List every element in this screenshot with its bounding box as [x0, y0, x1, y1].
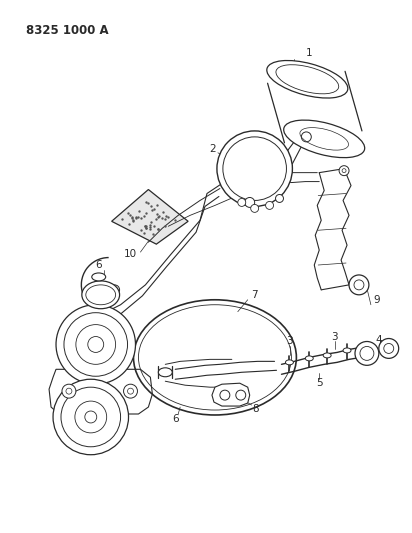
Ellipse shape [284, 120, 365, 158]
Circle shape [85, 411, 97, 423]
Text: 5: 5 [316, 378, 323, 388]
Circle shape [220, 390, 230, 400]
Circle shape [301, 132, 311, 142]
Ellipse shape [286, 360, 293, 365]
Circle shape [217, 131, 293, 206]
Text: 10: 10 [124, 249, 137, 259]
Polygon shape [212, 383, 250, 406]
Text: 8: 8 [253, 404, 259, 414]
Circle shape [355, 342, 379, 365]
Circle shape [266, 201, 274, 209]
Circle shape [53, 379, 129, 455]
Circle shape [349, 275, 369, 295]
Text: 6: 6 [96, 260, 102, 270]
Circle shape [110, 285, 119, 295]
Ellipse shape [305, 356, 313, 361]
Polygon shape [112, 190, 188, 244]
Text: 1: 1 [306, 49, 313, 59]
Circle shape [276, 195, 283, 203]
Ellipse shape [158, 368, 172, 377]
Circle shape [88, 336, 104, 352]
Circle shape [379, 338, 399, 358]
Circle shape [124, 384, 138, 398]
Text: 3: 3 [286, 336, 293, 346]
Ellipse shape [323, 353, 331, 358]
Circle shape [238, 198, 246, 206]
Circle shape [62, 384, 76, 398]
Circle shape [250, 205, 259, 212]
Polygon shape [49, 369, 152, 414]
Circle shape [56, 305, 136, 384]
Ellipse shape [343, 348, 351, 353]
Text: 4: 4 [375, 335, 382, 344]
Text: 3: 3 [331, 332, 337, 342]
Ellipse shape [267, 61, 348, 98]
Circle shape [339, 166, 349, 175]
Circle shape [245, 197, 255, 207]
Ellipse shape [92, 273, 106, 281]
Text: 8325 1000 A: 8325 1000 A [26, 23, 109, 37]
Text: 9: 9 [374, 295, 380, 305]
Text: 6: 6 [172, 414, 178, 424]
Text: 7: 7 [251, 290, 258, 300]
Circle shape [236, 390, 246, 400]
Ellipse shape [82, 281, 119, 309]
Text: 2: 2 [210, 144, 216, 154]
